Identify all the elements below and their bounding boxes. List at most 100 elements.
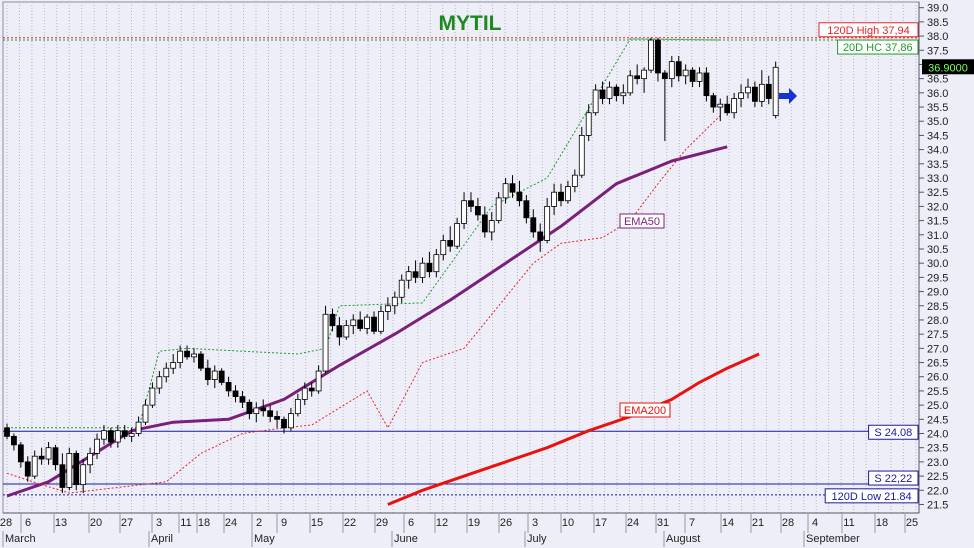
label-frame (868, 424, 919, 440)
label-text: 20D HC 37,86 (843, 42, 913, 54)
candle-body (544, 205, 551, 241)
x-axis: 28 6 13 20 27 3 11 18 24 2 9 15 22 29 6 12 19 26 3 10 17 24 31… (0, 512, 919, 547)
x-tick-label: 10 (562, 517, 574, 529)
candle-body (710, 95, 717, 108)
y-tick-label: 24.5 (927, 414, 948, 426)
x-tick-label: 22 (344, 517, 356, 529)
candle-body (668, 61, 675, 80)
candle-body (571, 174, 578, 187)
y-tick-label: 36.0 (927, 88, 948, 100)
x-tick-label: 11 (843, 517, 854, 529)
x-tick-label: 7 (689, 517, 695, 529)
candle-body (128, 433, 135, 437)
y-tick-label: 34.0 (927, 145, 948, 157)
candle-body (745, 86, 751, 94)
x-tick-label: 24 (627, 517, 639, 529)
candle-body (689, 69, 696, 82)
y-tick-label: 23.5 (927, 443, 948, 455)
candle-body (149, 387, 156, 406)
candle-body (294, 399, 301, 415)
y-tick-label: 25.0 (927, 400, 948, 412)
x-tick-label: 18 (876, 517, 888, 529)
month-label: September (806, 533, 860, 545)
candle-body (502, 183, 509, 199)
candle-body (592, 89, 599, 114)
y-tick-label: 23.0 (927, 457, 948, 469)
y-tick-label: 22.0 (927, 485, 948, 497)
candle-body (184, 350, 190, 358)
y-tick-label: 34.5 (927, 130, 948, 142)
candle-body (31, 455, 38, 477)
candle-body (308, 387, 315, 392)
candle-body (655, 39, 661, 74)
y-tick-label: 39.0 (927, 3, 948, 15)
month-label: August (666, 533, 700, 545)
x-tick-label: 6 (408, 517, 414, 529)
x-tick-label: 17 (595, 517, 607, 529)
chart-title: MYTIL (439, 12, 502, 35)
y-tick-label: 22.5 (927, 471, 948, 483)
y-tick-label: 27.5 (927, 329, 948, 341)
month-label: June (394, 533, 418, 545)
label-box: EMA50 (619, 213, 665, 229)
candle-body (121, 430, 128, 437)
y-tick-label: 28.0 (927, 315, 948, 327)
candle-body (765, 83, 772, 99)
candle-body (641, 69, 647, 80)
candle-body (225, 382, 232, 392)
y-tick-label: 32.0 (927, 201, 948, 213)
candle-body (440, 240, 447, 256)
candle-body (253, 407, 260, 415)
last-price-tag: 36.9000 (922, 59, 974, 75)
candle-body (371, 316, 377, 332)
candle-body (523, 200, 530, 219)
y-tick-label: 38.0 (927, 31, 948, 43)
candle-body (468, 200, 474, 207)
y-tick-label: 32.5 (927, 187, 948, 199)
candle-body (731, 98, 738, 114)
candle-body (170, 362, 177, 369)
label-box: EMA200 (619, 402, 671, 418)
candle-body (509, 183, 516, 193)
candle-body (94, 438, 100, 454)
candle-body (627, 75, 634, 94)
series-line (6, 145, 728, 498)
candle-body (447, 240, 454, 247)
month-label: July (527, 533, 547, 545)
x-tick-label: 18 (198, 517, 210, 529)
label-frame (824, 488, 919, 504)
x-tick-label: 15 (311, 517, 323, 529)
x-tick-label: 25 (906, 517, 918, 529)
label-text: EMA50 (624, 216, 660, 228)
y-tick-label: 37.5 (927, 45, 948, 57)
x-tick-label: 13 (55, 517, 67, 529)
candle-body (599, 89, 606, 99)
x-tick-label: 2 (256, 517, 262, 529)
candle-body (724, 103, 731, 114)
candle-body (474, 205, 481, 216)
candle-body (648, 39, 654, 71)
candle-body (378, 311, 384, 332)
candle-body (551, 191, 557, 207)
candle-body (114, 430, 121, 443)
candle-body (197, 353, 204, 369)
candle-body (696, 72, 703, 82)
candle-body (364, 316, 371, 329)
candle-body (613, 86, 620, 97)
forward-arrow-icon (779, 88, 797, 104)
candle-body (315, 370, 322, 392)
candle-body (481, 214, 488, 233)
candle-body (267, 410, 274, 417)
last-price-box (922, 59, 974, 75)
x-tick-label: 4 (812, 517, 818, 529)
candle-body (218, 370, 225, 383)
label-box: 20D HC 37,86 (837, 39, 919, 55)
candle-body (738, 92, 744, 99)
candle-body (232, 390, 239, 398)
y-tick-label: 30.0 (927, 258, 948, 270)
y-tick-label: 21.5 (927, 499, 948, 511)
candle-body (495, 197, 502, 221)
x-tick-label: 11 (180, 517, 191, 529)
x-tick-label: 28 (0, 517, 12, 529)
y-tick-label: 28.5 (927, 301, 948, 313)
